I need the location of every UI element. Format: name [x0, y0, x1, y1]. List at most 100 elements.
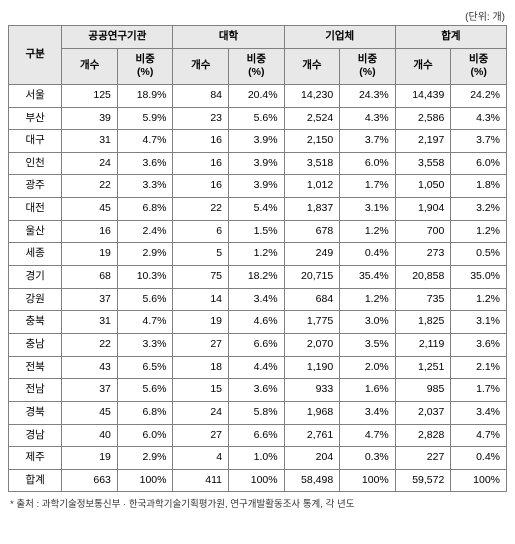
cell-count: 37 — [62, 379, 118, 402]
table-row: 대전456.8%225.4%1,8373.1%1,9043.2% — [9, 198, 507, 221]
cell-count: 735 — [395, 288, 451, 311]
cell-count: 2,037 — [395, 401, 451, 424]
header-sub-ratio: 비중 (%) — [229, 48, 285, 84]
cell-count: 68 — [62, 266, 118, 289]
cell-count: 1,050 — [395, 175, 451, 198]
cell-count: 3,558 — [395, 152, 451, 175]
header-sub-ratio: 비중 (%) — [451, 48, 507, 84]
table-row: 합계663100%411100%58,498100%59,572100% — [9, 469, 507, 492]
cell-ratio: 1.2% — [451, 220, 507, 243]
cell-count: 37 — [62, 288, 118, 311]
header-sub-ratio: 비중 (%) — [117, 48, 173, 84]
cell-count: 31 — [62, 311, 118, 334]
cell-ratio: 4.7% — [451, 424, 507, 447]
cell-ratio: 35.4% — [340, 266, 396, 289]
table-row: 충북314.7%194.6%1,7753.0%1,8253.1% — [9, 311, 507, 334]
cell-count: 4 — [173, 447, 229, 470]
cell-count: 663 — [62, 469, 118, 492]
cell-ratio: 1.2% — [229, 243, 285, 266]
cell-region: 경북 — [9, 401, 62, 424]
cell-region: 제주 — [9, 447, 62, 470]
cell-ratio: 3.9% — [229, 130, 285, 153]
cell-count: 20,858 — [395, 266, 451, 289]
cell-ratio: 6.6% — [229, 333, 285, 356]
cell-count: 1,251 — [395, 356, 451, 379]
table-row: 울산162.4%61.5%6781.2%7001.2% — [9, 220, 507, 243]
cell-ratio: 1.5% — [229, 220, 285, 243]
cell-ratio: 2.9% — [117, 243, 173, 266]
table-row: 서울12518.9%8420.4%14,23024.3%14,43924.2% — [9, 84, 507, 107]
header-region: 구분 — [9, 26, 62, 85]
cell-count: 31 — [62, 130, 118, 153]
cell-region: 부산 — [9, 107, 62, 130]
cell-count: 2,070 — [284, 333, 340, 356]
table-row: 부산395.9%235.6%2,5244.3%2,5864.3% — [9, 107, 507, 130]
cell-ratio: 4.7% — [117, 311, 173, 334]
cell-count: 2,586 — [395, 107, 451, 130]
cell-count: 204 — [284, 447, 340, 470]
cell-region: 경기 — [9, 266, 62, 289]
cell-ratio: 24.2% — [451, 84, 507, 107]
cell-ratio: 2.1% — [451, 356, 507, 379]
cell-ratio: 3.0% — [340, 311, 396, 334]
cell-count: 1,775 — [284, 311, 340, 334]
unit-label: (단위: 개) — [8, 8, 505, 23]
cell-region: 광주 — [9, 175, 62, 198]
cell-count: 2,150 — [284, 130, 340, 153]
cell-ratio: 6.8% — [117, 198, 173, 221]
cell-count: 700 — [395, 220, 451, 243]
cell-count: 27 — [173, 424, 229, 447]
cell-region: 서울 — [9, 84, 62, 107]
cell-count: 2,119 — [395, 333, 451, 356]
cell-ratio: 3.6% — [229, 379, 285, 402]
cell-ratio: 5.9% — [117, 107, 173, 130]
cell-ratio: 1.2% — [340, 288, 396, 311]
cell-region: 전남 — [9, 379, 62, 402]
cell-count: 24 — [62, 152, 118, 175]
cell-ratio: 3.7% — [451, 130, 507, 153]
header-group-0: 공공연구기관 — [62, 26, 173, 49]
cell-ratio: 18.2% — [229, 266, 285, 289]
cell-count: 5 — [173, 243, 229, 266]
table-row: 제주192.9%41.0%2040.3%2270.4% — [9, 447, 507, 470]
cell-ratio: 3.4% — [340, 401, 396, 424]
cell-ratio: 1.6% — [340, 379, 396, 402]
cell-region: 충남 — [9, 333, 62, 356]
table-row: 대구314.7%163.9%2,1503.7%2,1973.7% — [9, 130, 507, 153]
cell-ratio: 4.3% — [451, 107, 507, 130]
cell-count: 678 — [284, 220, 340, 243]
cell-region: 대전 — [9, 198, 62, 221]
cell-count: 40 — [62, 424, 118, 447]
cell-ratio: 1.2% — [340, 220, 396, 243]
cell-ratio: 5.4% — [229, 198, 285, 221]
cell-count: 1,012 — [284, 175, 340, 198]
cell-ratio: 5.6% — [229, 107, 285, 130]
cell-count: 20,715 — [284, 266, 340, 289]
cell-ratio: 3.6% — [117, 152, 173, 175]
table-row: 광주223.3%163.9%1,0121.7%1,0501.8% — [9, 175, 507, 198]
cell-ratio: 3.1% — [451, 311, 507, 334]
cell-count: 18 — [173, 356, 229, 379]
cell-ratio: 3.6% — [451, 333, 507, 356]
cell-count: 16 — [173, 130, 229, 153]
cell-count: 985 — [395, 379, 451, 402]
cell-ratio: 0.4% — [340, 243, 396, 266]
cell-count: 43 — [62, 356, 118, 379]
table-row: 충남223.3%276.6%2,0703.5%2,1193.6% — [9, 333, 507, 356]
table-row: 경남406.0%276.6%2,7614.7%2,8284.7% — [9, 424, 507, 447]
cell-ratio: 6.6% — [229, 424, 285, 447]
cell-ratio: 4.3% — [340, 107, 396, 130]
table-row: 전남375.6%153.6%9331.6%9851.7% — [9, 379, 507, 402]
cell-ratio: 1.2% — [451, 288, 507, 311]
cell-region: 인천 — [9, 152, 62, 175]
cell-ratio: 1.0% — [229, 447, 285, 470]
cell-ratio: 3.5% — [340, 333, 396, 356]
cell-region: 강원 — [9, 288, 62, 311]
cell-count: 2,197 — [395, 130, 451, 153]
cell-ratio: 1.7% — [451, 379, 507, 402]
cell-count: 15 — [173, 379, 229, 402]
cell-ratio: 0.3% — [340, 447, 396, 470]
cell-ratio: 3.4% — [229, 288, 285, 311]
cell-ratio: 3.3% — [117, 175, 173, 198]
cell-count: 2,761 — [284, 424, 340, 447]
